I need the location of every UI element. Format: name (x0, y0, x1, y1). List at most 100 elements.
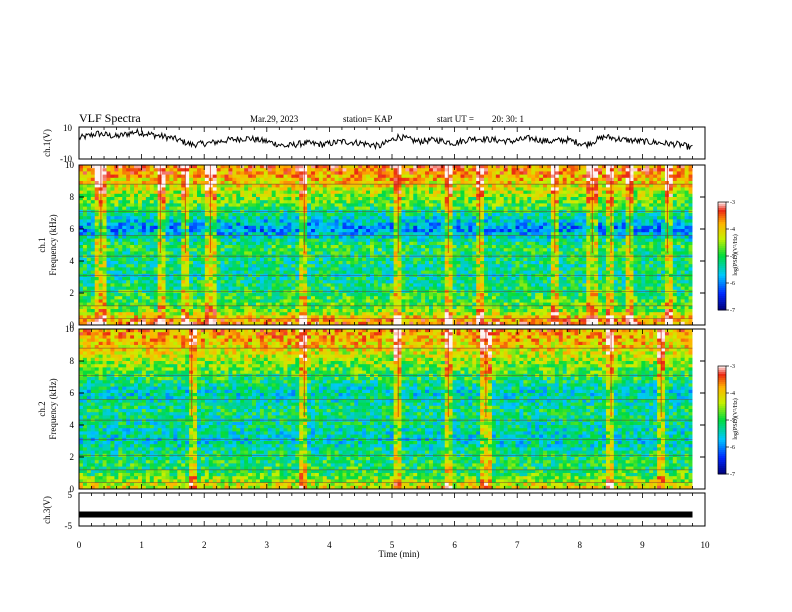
spectrogram-cell (574, 257, 579, 262)
spectrogram-cell (637, 257, 642, 262)
spectrogram-cell (405, 168, 410, 172)
spectrogram-cell (255, 177, 261, 182)
spectrogram-cell (672, 219, 678, 223)
spectrogram-cell (637, 222, 642, 227)
spectrogram-cell (456, 184, 461, 188)
spectrogram-cell (279, 203, 284, 207)
spectrogram-cell (326, 200, 332, 204)
spectrogram-cell (484, 213, 489, 217)
spectrogram-cell (621, 171, 627, 175)
spectrogram-cell (629, 174, 634, 179)
spectrogram-cell (515, 245, 520, 249)
spectrogram-cell (480, 187, 485, 191)
spectrogram-cell (668, 248, 674, 252)
spectrogram-cell (657, 177, 662, 182)
spectrogram-cell (248, 174, 253, 179)
spectrogram-cell (432, 184, 438, 188)
spectrogram-cell (649, 248, 654, 252)
spectrogram-cell (177, 193, 182, 198)
spectrogram-cell (236, 264, 241, 268)
spectrogram-cell (629, 245, 634, 249)
spectrogram-cell (358, 219, 363, 223)
spectrogram-cell (350, 222, 355, 227)
spectrogram-cell (196, 181, 202, 185)
spectrogram-cell (676, 187, 682, 191)
spectrogram-cell (236, 219, 241, 223)
spectrogram-cell (684, 165, 689, 169)
spectrogram-cell (661, 200, 666, 204)
spectrogram-cell (314, 257, 320, 262)
spectrogram-cell (279, 235, 284, 239)
spectrogram-cell (676, 251, 682, 255)
spectrogram-cell (370, 203, 375, 207)
spectrogram-cell (248, 235, 253, 239)
spectrogram-cell (621, 257, 627, 262)
spectrogram-cell (346, 174, 351, 179)
spectrogram-cell (153, 187, 159, 191)
spectrogram-cell (346, 245, 351, 249)
spectrogram-cell (539, 235, 544, 239)
spectrogram-cell (252, 171, 257, 175)
spectrogram-cell (621, 229, 627, 233)
spectrogram-cell (688, 245, 693, 249)
spectrogram-cell (393, 222, 398, 227)
spectrogram-cell (562, 257, 568, 262)
spectrogram-cell (519, 177, 524, 182)
spectrogram-cell (511, 241, 516, 246)
spectrogram-cell (554, 219, 560, 223)
spectrogram-cell (436, 238, 442, 243)
spectrogram-cell (232, 216, 237, 220)
spectrogram-cell (134, 187, 139, 191)
spectrogram-cell (468, 187, 473, 191)
spectrogram-cell (141, 241, 147, 246)
spectrogram-cell (240, 203, 245, 207)
spectrogram-cell (507, 181, 512, 185)
spectrogram-cell (633, 229, 638, 233)
spectrogram-cell (287, 235, 292, 239)
spectrogram-cell (527, 248, 532, 252)
spectrogram-cell (440, 177, 446, 182)
spectrogram-cell (149, 197, 155, 201)
spectrogram-cell (543, 190, 548, 195)
spectrogram-cell (617, 257, 623, 262)
spectrogram-cell (181, 241, 186, 246)
spectrogram-cell (106, 184, 111, 188)
spectrogram-cell (543, 257, 548, 262)
spectrogram-cell (173, 168, 178, 172)
spectrogram-cell (228, 245, 233, 249)
spectrogram-cell (397, 216, 402, 220)
spectrogram-cell (366, 197, 371, 201)
spectrogram-cell (141, 206, 147, 211)
spectrogram-cell (417, 238, 422, 243)
spectrogram-cell (255, 216, 261, 220)
spectrogram-cell (425, 168, 430, 172)
spectrogram-cell (452, 248, 457, 252)
spectrogram-cell (149, 181, 155, 185)
spectrogram-cell (680, 229, 686, 233)
spectrogram-cell (503, 245, 509, 249)
spectrogram-cell (515, 184, 520, 188)
spectrogram-cell (358, 184, 363, 188)
spectrogram-cell (216, 187, 221, 191)
spectrogram-cell (134, 171, 139, 175)
spectrogram-cell (574, 225, 579, 230)
spectrogram-cell (118, 203, 123, 207)
spectrogram-cell (649, 238, 654, 243)
spectrogram-cell (672, 245, 678, 249)
spectrogram-cell (519, 248, 524, 252)
spectrogram-cell (134, 165, 139, 169)
spectrogram-cell (413, 206, 418, 211)
spectrogram-cell (413, 193, 418, 198)
spectrogram-cell (452, 251, 457, 255)
spectrogram-cell (177, 229, 182, 233)
spectrogram-cell (574, 222, 579, 227)
spectrogram-cell (263, 225, 269, 230)
spectrogram-cell (558, 261, 564, 265)
spectrogram-cell (307, 184, 312, 188)
spectrogram-cell (299, 165, 304, 169)
spectrogram-cell (161, 184, 166, 188)
spectrogram-cell (244, 171, 249, 175)
spectrogram-cell (165, 245, 170, 249)
spectrogram-cell (90, 203, 96, 207)
spectrogram-cell (314, 245, 320, 249)
